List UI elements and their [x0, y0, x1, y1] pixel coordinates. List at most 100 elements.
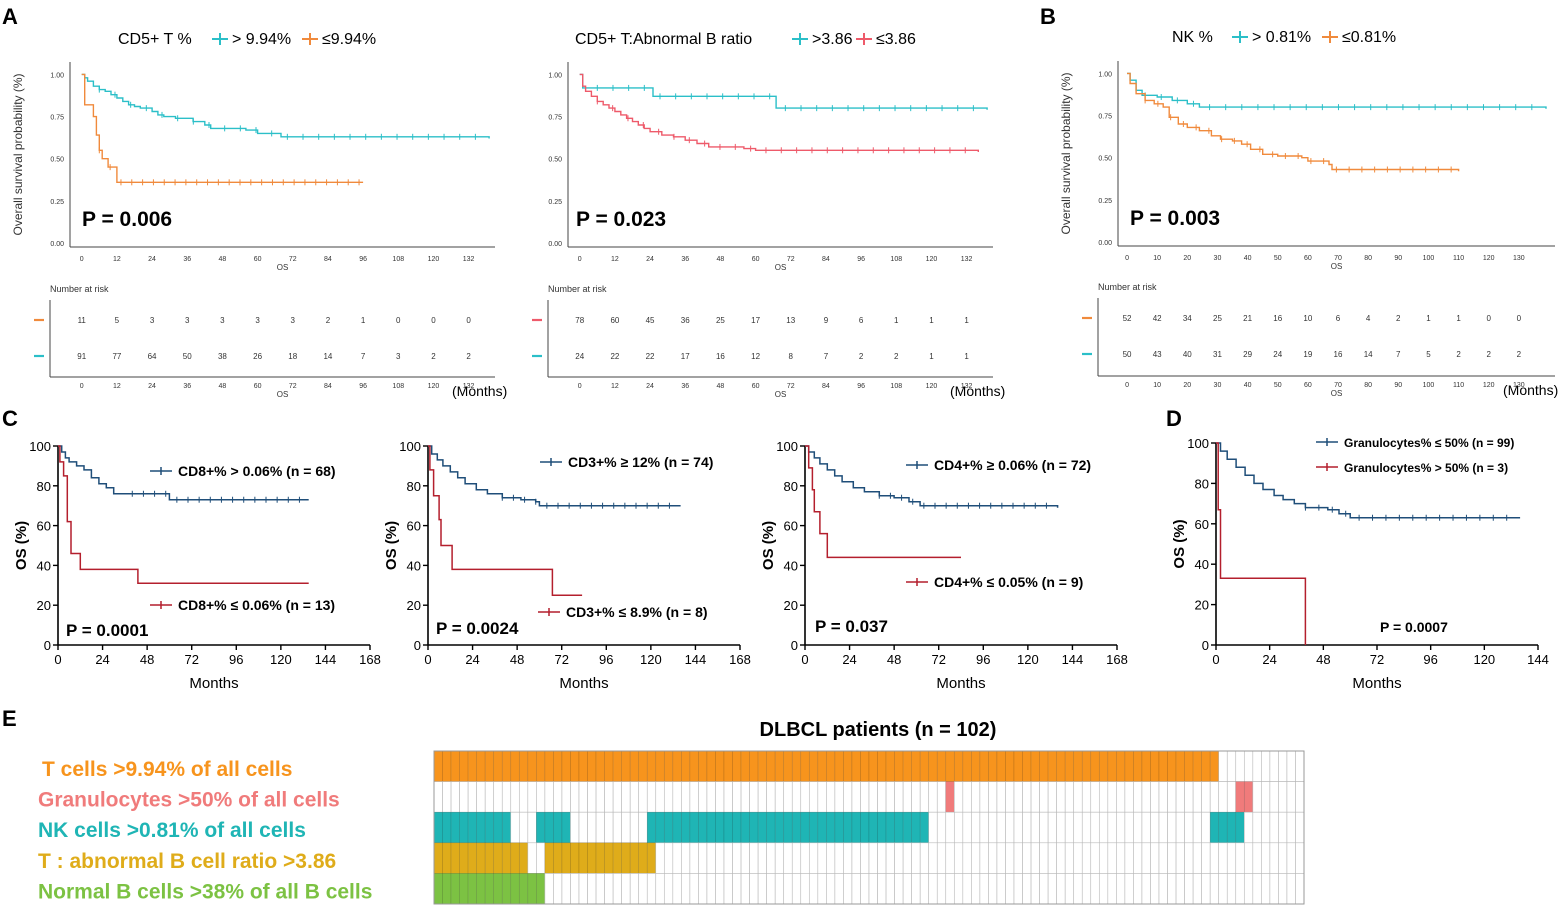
oncoprint-cell-filled — [612, 842, 622, 874]
x-tick-label: 48 — [140, 652, 154, 667]
oncoprint-cell-empty — [484, 781, 495, 813]
oncoprint-cell-filled — [501, 811, 512, 844]
oncoprint-cell-empty — [578, 873, 588, 905]
oncoprint-cell-empty — [996, 842, 1006, 874]
oncoprint-cell-empty — [561, 781, 571, 813]
oncoprint-cell-empty — [1064, 811, 1075, 844]
x-tick-label: 144 — [1527, 652, 1549, 667]
oncoprint-cell-empty — [510, 781, 520, 813]
oncoprint-cell-empty — [894, 842, 904, 874]
risk-count: 16 — [716, 352, 725, 361]
oncoprint-cell-filled — [1184, 750, 1194, 782]
oncoprint-cell-empty — [808, 873, 819, 905]
risk-count: 14 — [1364, 350, 1373, 359]
risk-x-tick: 108 — [392, 383, 404, 390]
p-value: P = 0.0024 — [436, 619, 519, 638]
oncoprint-cell-empty — [1175, 842, 1185, 874]
risk-x-tick: 24 — [646, 383, 654, 390]
oncoprint-cell-empty — [1013, 873, 1023, 905]
oncoprint-cell-empty — [1243, 811, 1254, 844]
oncoprint-cell-filled — [578, 750, 588, 782]
oncoprint-cell-empty — [791, 781, 802, 813]
oncoprint-cell-empty — [1116, 811, 1126, 844]
oncoprint-cell-filled — [1013, 750, 1023, 782]
oncoprint-cell-empty — [655, 781, 665, 813]
oncoprint-cell-filled — [561, 750, 571, 782]
oncoprint-cell-filled — [442, 873, 452, 905]
oncoprint-cell-empty — [1141, 811, 1151, 844]
risk-x-tick: 120 — [926, 383, 938, 390]
oncoprint-cell-empty — [689, 873, 699, 905]
oncoprint-cell-empty — [587, 811, 597, 844]
oncoprint-cell-filled — [433, 750, 443, 782]
oncoprint-frame — [433, 750, 1305, 905]
y-tick-label: 0.25 — [548, 199, 562, 206]
oncoprint-cell-empty — [1235, 750, 1245, 782]
y-tick-label: 40 — [784, 558, 798, 573]
x-tick-label: 72 — [931, 652, 945, 667]
oncoprint-cell-empty — [646, 873, 657, 905]
oncoprint-cell-filled — [646, 750, 657, 782]
risk-count: 0 — [396, 316, 401, 325]
risk-count: 25 — [1213, 314, 1222, 323]
risk-x-tick: 30 — [1214, 382, 1222, 389]
x-tick-label: 120 — [270, 652, 292, 667]
y-tick-label: 0.75 — [1098, 114, 1112, 121]
km-curve-1 — [1216, 442, 1307, 645]
oncoprint-cell-filled — [501, 750, 512, 782]
risk-count: 31 — [1213, 350, 1222, 359]
risk-x-tick: 96 — [359, 383, 367, 390]
oncoprint-cell-empty — [1235, 873, 1245, 905]
oncoprint-cell-empty — [1030, 842, 1040, 874]
oncoprint-cell-filled — [808, 811, 819, 844]
risk-count: 2 — [1396, 314, 1401, 323]
oncoprint-cell-empty — [1133, 873, 1143, 905]
oncoprint-cell-empty — [1286, 781, 1296, 813]
oncoprint-cell-empty — [518, 811, 529, 844]
oncoprint-cell-empty — [433, 781, 443, 813]
risk-x-tick: 24 — [148, 383, 156, 390]
risk-count: 19 — [1303, 350, 1312, 359]
oncoprint-cell-filled — [817, 811, 827, 844]
oncoprint-cell-filled — [672, 811, 682, 844]
oncoprint-cell-filled — [1175, 750, 1185, 782]
risk-x-tick: 80 — [1364, 382, 1372, 389]
oncoprint-cell-empty — [1295, 750, 1305, 782]
oncoprint-cell-empty — [672, 842, 682, 874]
oncoprint-cell-empty — [1124, 873, 1134, 905]
oncoprint-cell-empty — [1286, 811, 1296, 844]
oncoprint-cell-empty — [663, 842, 674, 874]
oncoprint-cell-empty — [868, 842, 878, 874]
oncoprint-cell-empty — [1226, 842, 1237, 874]
oncoprint-cell-empty — [1150, 781, 1160, 813]
oncoprint-cell-filled — [1218, 811, 1228, 844]
oncoprint-cell-empty — [1107, 842, 1117, 874]
oncoprint-cell-filled — [544, 842, 554, 874]
x-tick-label: 10 — [1153, 255, 1161, 262]
oncoprint-cell-filled — [953, 750, 964, 782]
x-tick-label: 168 — [729, 652, 751, 667]
oncoprint-cell-empty — [706, 873, 716, 905]
oncoprint-cell-filled — [518, 873, 529, 905]
oncoprint-cell-filled — [1005, 750, 1015, 782]
oncoprint-cell-empty — [510, 811, 520, 844]
oncoprint-cell-filled — [783, 811, 793, 844]
oncoprint-cell-empty — [1022, 842, 1032, 874]
oncoprint-cell-empty — [621, 873, 631, 905]
risk-count: 50 — [1123, 350, 1132, 359]
oncoprint-cell-filled — [570, 750, 580, 782]
oncoprint-cell-empty — [766, 873, 776, 905]
x-tick-label: 24 — [646, 256, 654, 263]
oncoprint-cell-filled — [442, 842, 452, 874]
oncoprint-cell-filled — [493, 842, 503, 874]
x-tick-label: 108 — [392, 256, 404, 263]
risk-count: 77 — [112, 352, 121, 361]
oncoprint-cell-empty — [1269, 811, 1279, 844]
risk-x-tick: 12 — [611, 383, 619, 390]
p-value: P = 0.003 — [1130, 207, 1220, 230]
oncoprint-cell-empty — [1039, 811, 1049, 844]
legend-label: CD8+% ≤ 0.06% (n = 13) — [178, 597, 335, 613]
y-axis-label: OS (%) — [13, 521, 30, 570]
risk-count: 3 — [220, 316, 225, 325]
oncoprint-cell-filled — [629, 842, 640, 874]
